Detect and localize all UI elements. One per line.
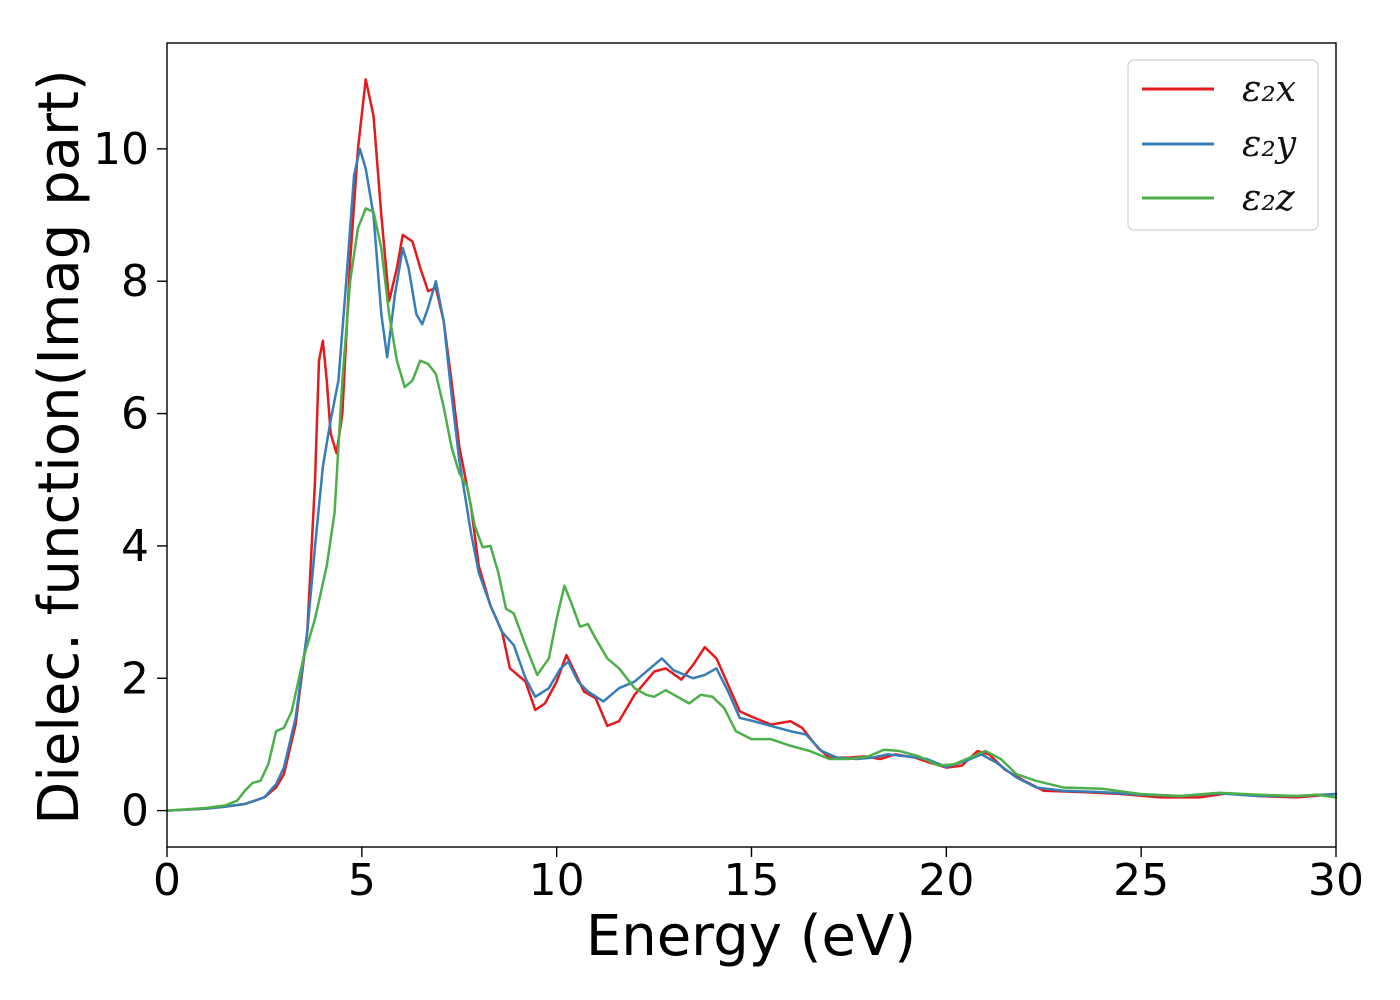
legend-box bbox=[1127, 59, 1319, 231]
y-tick-label: 6 bbox=[121, 389, 149, 440]
y-tick-label: 8 bbox=[121, 256, 149, 307]
y-tick-label: 0 bbox=[121, 786, 149, 837]
series-line-2 bbox=[165, 207, 1338, 812]
series-line-1 bbox=[165, 147, 1338, 812]
legend-label-ez: ε₂z bbox=[1242, 178, 1296, 219]
legend-label-ey: ε₂y bbox=[1242, 124, 1297, 165]
x-tick-label: 30 bbox=[1308, 855, 1364, 906]
x-tick-label: 5 bbox=[348, 855, 376, 906]
y-axis-label: Dielec. function(Imag part) bbox=[27, 69, 92, 825]
x-tick-label: 15 bbox=[724, 855, 780, 906]
legend-label-ex: ε₂x bbox=[1242, 69, 1296, 110]
x-tick-label: 25 bbox=[1113, 855, 1169, 906]
y-tick-label: 4 bbox=[121, 521, 149, 572]
series-line-0 bbox=[165, 78, 1338, 812]
plot-layer: 0 5 10 15 20 25 30 0 2 4 6 8 10 bbox=[93, 42, 1364, 906]
y-tick-label: 2 bbox=[121, 653, 149, 704]
x-tick-label: 20 bbox=[918, 855, 974, 906]
x-axis-label: Energy (eV) bbox=[586, 904, 916, 969]
y-tick-label: 10 bbox=[93, 124, 149, 175]
x-tick-label: 0 bbox=[153, 855, 181, 906]
legend: ε₂x ε₂y ε₂z bbox=[1127, 59, 1319, 231]
x-tick-label: 10 bbox=[529, 855, 585, 906]
